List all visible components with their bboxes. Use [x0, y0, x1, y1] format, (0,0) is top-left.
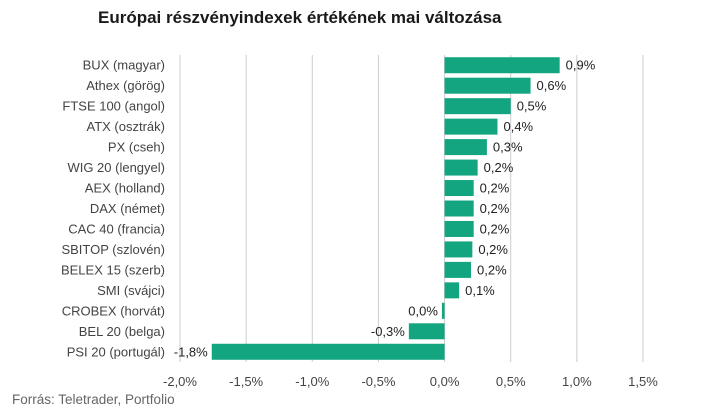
chart-title: Európai részvényindexek értékének mai vá…: [98, 8, 502, 27]
data-label: 0,2%: [480, 221, 510, 236]
category-label: ATX (osztrák): [87, 119, 166, 134]
data-label: -1,8%: [174, 344, 208, 359]
data-label: 0,2%: [480, 201, 510, 216]
x-tick-label: 1,0%: [562, 374, 592, 389]
bar: [444, 261, 472, 278]
bar: [408, 323, 445, 340]
category-label: BELEX 15 (szerb): [61, 262, 165, 277]
category-label: PX (cseh): [108, 140, 165, 155]
x-tick-label: 0,5%: [496, 374, 526, 389]
x-tick-label: 1,5%: [628, 374, 658, 389]
x-tick-label: 0,0%: [430, 374, 460, 389]
bar: [444, 200, 474, 217]
bar: [444, 139, 487, 156]
category-label: SMI (svájci): [97, 283, 165, 298]
bar: [444, 57, 560, 74]
source-note: Forrás: Teletrader, Portfolio: [12, 392, 175, 407]
data-label: 0,2%: [480, 181, 510, 196]
category-label: AEX (holland): [85, 181, 165, 196]
category-label: CROBEX (horvát): [62, 303, 165, 318]
data-label: 0,4%: [503, 119, 533, 134]
category-label: Athex (görög): [86, 78, 165, 93]
bar: [444, 98, 511, 115]
data-label: 0,2%: [477, 262, 507, 277]
x-tick-label: -0,5%: [361, 374, 395, 389]
data-label: 0,1%: [465, 283, 495, 298]
data-label: 0,3%: [493, 140, 523, 155]
bar: [444, 282, 460, 299]
category-label: FTSE 100 (angol): [62, 99, 165, 114]
category-label: BEL 20 (belga): [79, 324, 165, 339]
bar: [444, 118, 498, 135]
category-label: SBITOP (szlovén): [61, 242, 165, 257]
category-label: CAC 40 (francia): [68, 221, 165, 236]
data-label: -0,3%: [371, 324, 405, 339]
category-label: PSI 20 (portugál): [67, 344, 165, 359]
bar: [444, 159, 478, 176]
category-label: WIG 20 (lengyel): [67, 160, 165, 175]
x-tick-label: -1,0%: [295, 374, 329, 389]
bar: [441, 302, 445, 319]
bar: [444, 77, 531, 94]
bar: [444, 180, 474, 197]
data-label: 0,0%: [408, 303, 438, 318]
x-tick-label: -2,0%: [163, 374, 197, 389]
data-label: 0,5%: [517, 99, 547, 114]
bar: [444, 241, 473, 258]
category-label: DAX (német): [90, 201, 165, 216]
x-tick-label: -1,5%: [229, 374, 263, 389]
data-label: 0,6%: [537, 78, 567, 93]
data-label: 0,2%: [484, 160, 514, 175]
bar: [444, 220, 474, 237]
data-label: 0,2%: [478, 242, 508, 257]
category-label: BUX (magyar): [83, 58, 165, 73]
data-label: 0,9%: [566, 58, 596, 73]
bar: [211, 343, 445, 360]
